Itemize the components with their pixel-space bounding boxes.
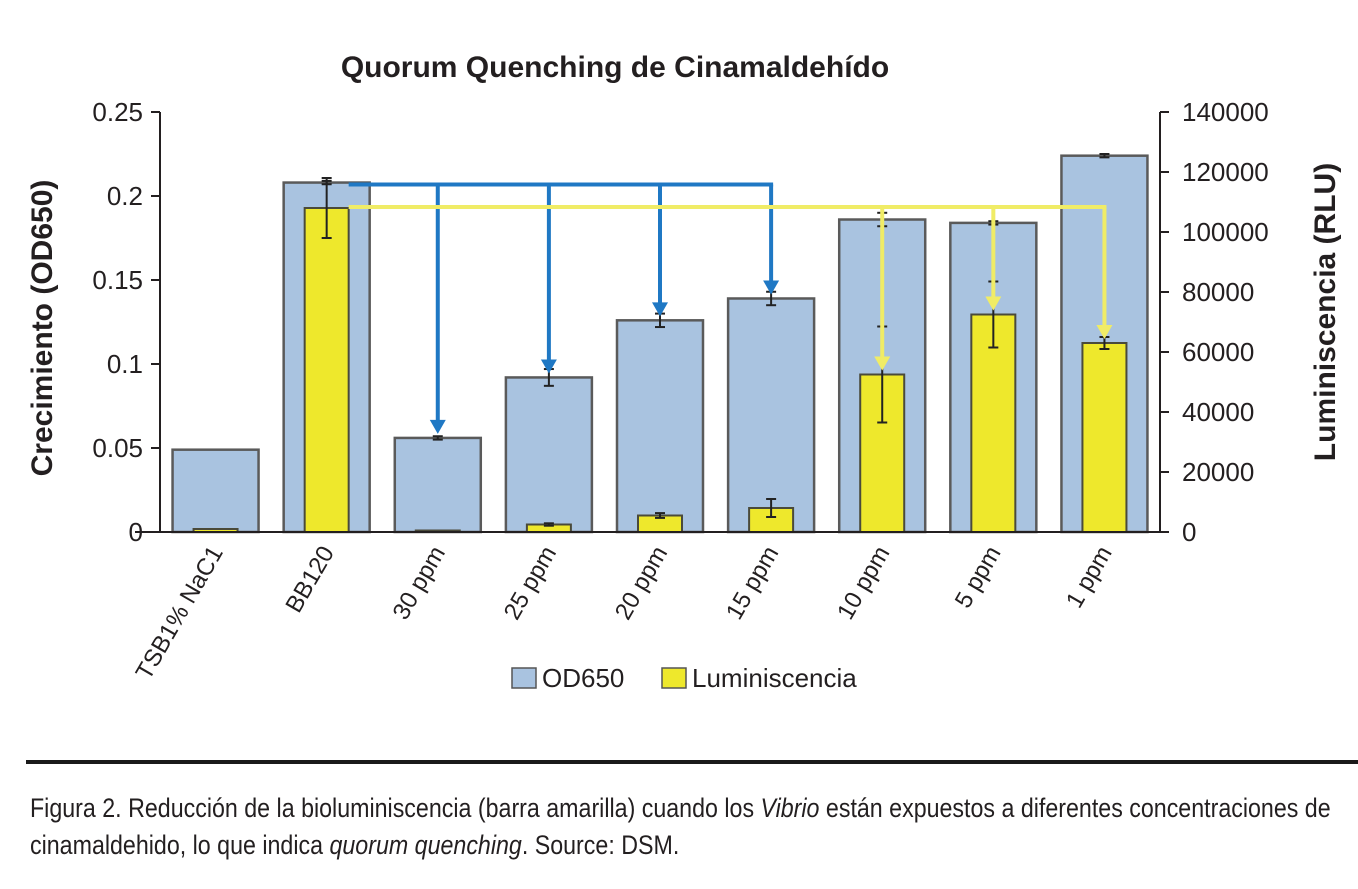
blue-arrow-head-2 [429,419,446,434]
caption-italic-2: quorum quenching [329,830,522,860]
y2-tick-label-0: 0 [1182,517,1196,547]
y2-axis-label: Luminiscencia (RLU) [1309,163,1342,461]
x-tick-label-3: 25 ppm [499,542,562,625]
bar-od650-5 [726,297,816,534]
x-tick-label-6: 10 ppm [832,542,895,625]
y-tick-label-0: 0 [129,517,143,547]
y-tick-label-5: 0.25 [92,97,143,127]
legend-label-od650: OD650 [542,663,624,693]
yellow-arrow-head-8 [1096,325,1113,339]
legend-swatch-od650 [511,667,537,689]
y-tick-label-2: 0.1 [107,349,143,379]
x-tick-label-7: 5 ppm [950,542,1007,613]
blue-arrow-head-5 [763,280,780,295]
bar-luminiscencia-8 [1081,342,1128,533]
caption-italic-1: Vibrio [760,793,820,823]
y2-tick-label-2: 40000 [1182,397,1254,427]
y-tick-label-3: 0.15 [92,265,143,295]
x-tick-label-0: TSB1% NaC1 [131,542,229,685]
y-axis-label: Crecimiento (OD650) [26,180,59,477]
chart-title: Quorum Quenching de Cinamaldehído [341,51,889,84]
bar-luminiscencia-1 [303,207,350,533]
y2-tick-label-1: 20000 [1182,457,1254,487]
blue-arrow-head-3 [540,359,557,374]
y2-tick-label-6: 120000 [1182,157,1269,187]
chart: Quorum Quenching de Cinamaldehído Crecim… [26,51,1342,693]
caption-rule [26,760,1358,764]
yellow-arrow-head-7 [985,296,1002,311]
bar-od650-4 [615,319,705,534]
legend-label-luminiscencia: Luminiscencia [692,663,857,693]
yellow-arrow-head-6 [874,356,891,371]
x-tick-label-5: 15 ppm [721,542,784,625]
y2-tick-label-3: 60000 [1182,337,1254,367]
blue-arrow-head-4 [652,302,668,317]
x-tick-label-1: BB120 [280,542,339,618]
legend-swatch-luminiscencia [661,667,687,689]
legend: OD650 Luminiscencia [511,663,857,693]
caption-text-3: . Source: DSM. [521,830,680,860]
caption-lead: Figura 2. [30,793,122,823]
y-tick-label-1: 0.05 [92,433,143,463]
plot-area: 0 0.05 0.1 0.15 0.2 0.25 0 20000 40000 60000 80000… [92,97,1268,684]
figure-caption: Figura 2. Reducción de la bioluminiscenc… [30,790,1346,864]
y2-tick-label-4: 80000 [1182,277,1254,307]
caption-text-2: están expuestos a diferentes concentraci… [30,793,1331,860]
y2-tick-label-5: 100000 [1182,217,1269,247]
bar-od650-2 [393,436,483,534]
x-tick-label-2: 30 ppm [388,542,451,625]
y2-tick-label-7: 140000 [1182,97,1269,127]
bar-od650-3 [504,376,594,534]
caption-text-1: Reducción de la bioluminiscencia (barra … [121,793,761,823]
x-tick-label-4: 20 ppm [610,542,673,625]
y-tick-label-4: 0.2 [107,181,143,211]
x-tick-label-8: 1 ppm [1061,542,1118,613]
bar-od650-0 [171,448,260,534]
